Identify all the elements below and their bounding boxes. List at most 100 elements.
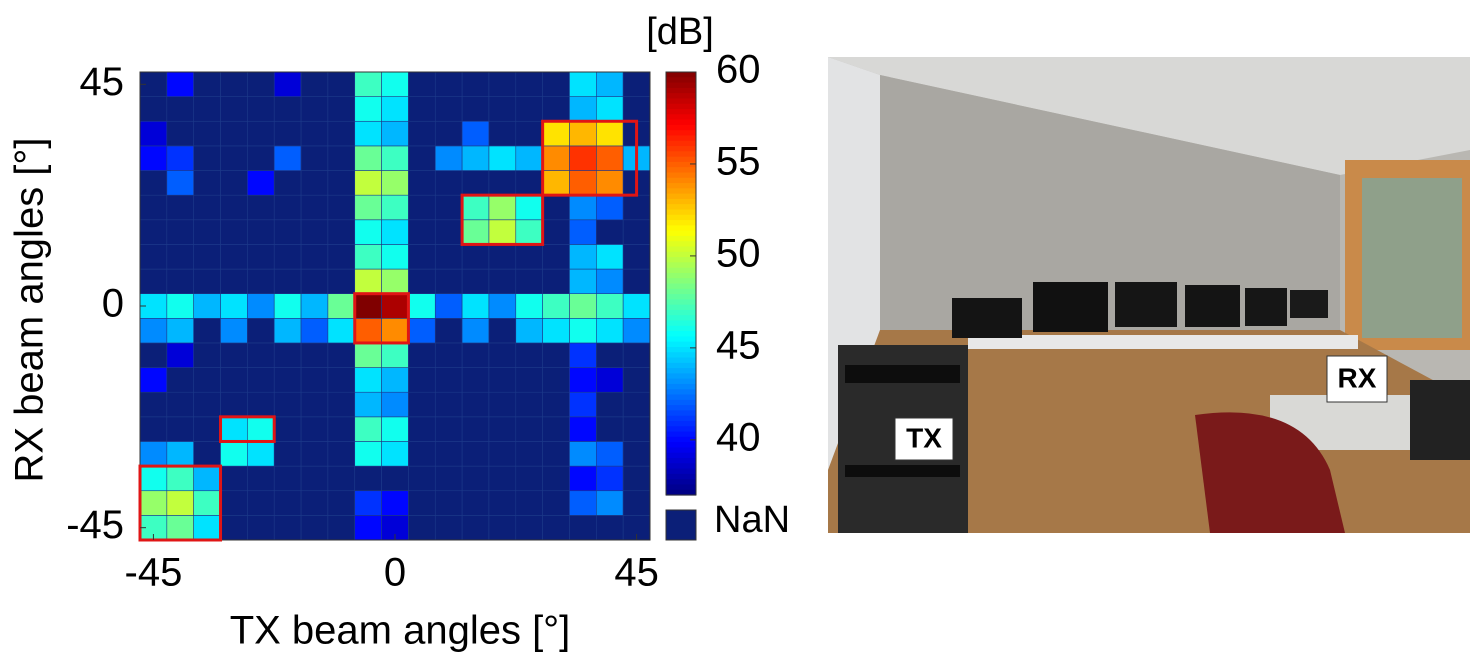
heatmap-cell [569, 391, 597, 418]
heatmap-cell [327, 194, 356, 221]
heatmap-cell [596, 441, 624, 467]
heatmap-cell [247, 515, 275, 541]
colorbar-segment [666, 346, 696, 353]
colorbar-tick-label: 55 [716, 140, 761, 184]
heatmap-cell [542, 194, 570, 221]
heatmap-cell [166, 416, 194, 442]
heatmap-cell [488, 219, 517, 245]
colorbar-segment [666, 362, 696, 369]
colorbar-segment [666, 383, 696, 390]
colorbar-segment [666, 119, 696, 126]
heatmap-cell [434, 515, 463, 541]
heatmap-cell [220, 244, 248, 270]
heatmap-cell [193, 120, 221, 147]
heatmap-cell [354, 170, 382, 196]
heatmap-cell [622, 465, 651, 492]
colorbar-segment [666, 368, 696, 374]
heatmap-cell [542, 342, 570, 368]
heatmap-cell [166, 120, 194, 147]
heatmap-cell [434, 194, 463, 221]
heatmap-cell [166, 194, 194, 221]
colorbar-segment [666, 93, 696, 100]
colorbar-segment [666, 98, 696, 105]
heatmap-cell [220, 342, 248, 368]
heatmap-cell [166, 515, 194, 541]
heatmap-cell [622, 71, 651, 97]
heatmap-cell [569, 318, 597, 344]
heatmap-cell [515, 170, 543, 196]
heatmap-cell [434, 416, 463, 442]
colorbar-segment [666, 151, 696, 158]
y-axis-title: RX beam angles [°] [8, 137, 52, 482]
heatmap-cell [273, 490, 302, 516]
heatmap-cell [381, 96, 409, 122]
heatmap-cell [408, 318, 436, 344]
heatmap-cell [569, 268, 597, 294]
heatmap-cell [220, 416, 248, 442]
heatmap-cell [273, 318, 302, 344]
colorbar-segment [666, 146, 696, 152]
heatmap-cell [247, 170, 275, 196]
x-tick-label: 0 [384, 551, 406, 595]
heatmap-cell [434, 441, 463, 467]
heatmap-cell [461, 490, 490, 516]
colorbar-segment [666, 272, 696, 279]
heatmap-cell [434, 342, 463, 368]
heatmap-cell [193, 515, 221, 541]
colorbar-segment [666, 251, 696, 258]
heatmap-cell [381, 367, 409, 393]
heatmap-cell [300, 120, 329, 147]
heatmap-cell [273, 342, 302, 368]
heatmap-cell [542, 416, 570, 442]
colorbar-segment [666, 288, 696, 295]
heatmap-cell [300, 194, 329, 221]
heatmap-cell [139, 416, 168, 442]
heatmap-cell [596, 170, 624, 196]
colorbar-label: [dB] [646, 11, 714, 53]
heatmap-cell [596, 293, 624, 319]
heatmap-cell [220, 120, 248, 147]
heatmap-cell [542, 318, 570, 344]
heatmap-cell [273, 145, 302, 171]
heatmap-cell [622, 367, 651, 393]
heatmap-cell [461, 465, 490, 492]
colorbar-segment [666, 109, 696, 115]
heatmap-cell [139, 219, 168, 245]
colorbar-segment [666, 172, 696, 179]
heatmap-cell [434, 268, 463, 294]
heatmap-cell [515, 342, 543, 368]
heatmap-cell [434, 71, 463, 97]
heatmap-cell [354, 416, 382, 442]
heatmap-cell [247, 244, 275, 270]
heatmap-cell [139, 244, 168, 270]
heatmap-cell [542, 71, 570, 97]
heatmap-cell [461, 145, 490, 171]
colorbar-segment [666, 156, 696, 163]
heatmap-cell [300, 342, 329, 368]
colorbar-segment [666, 278, 696, 285]
heatmap-cell [542, 441, 570, 467]
heatmap-cell [515, 219, 543, 245]
heatmap-cell [408, 515, 436, 541]
heatmap-cell [542, 465, 570, 492]
colorbar-segment [666, 294, 696, 300]
nan-swatch [665, 509, 697, 541]
heatmap-cell [408, 416, 436, 442]
heatmap-cell [193, 293, 221, 319]
colorbar-segment [666, 82, 696, 89]
heatmap-cell [193, 219, 221, 245]
heatmap-cell [193, 71, 221, 97]
highlight-box [138, 464, 223, 542]
heatmap-cell [139, 145, 168, 171]
heatmap-cell [381, 244, 409, 270]
colorbar-segment [666, 204, 696, 211]
colorbar-segment [666, 420, 696, 427]
heatmap-cell [193, 145, 221, 171]
heatmap-cell [461, 194, 490, 221]
heatmap-cell [434, 465, 463, 492]
heatmap-cell [515, 244, 543, 270]
heatmap-cell [596, 515, 624, 541]
heatmap-cell [354, 293, 382, 319]
colorbar-segment [666, 410, 696, 417]
